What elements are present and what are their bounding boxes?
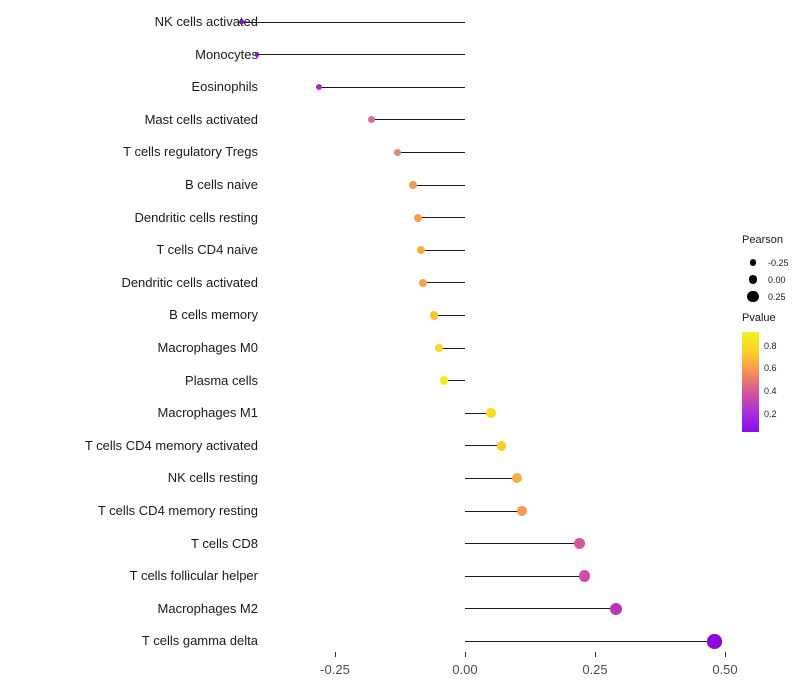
legend-size-label: 0.25 (768, 291, 786, 302)
category-label: T cells CD4 memory activated (84, 437, 258, 453)
category-label: Plasma cells (185, 372, 258, 388)
x-tick-label: 0.25 (582, 662, 608, 677)
lollipop-stem (465, 543, 580, 545)
category-label: Macrophages M2 (157, 600, 258, 616)
lollipop-dot (316, 84, 323, 91)
lollipop-dot (707, 634, 722, 649)
lollipop-dot (578, 570, 591, 582)
legend-pearson-items: -0.25 0.00 0.25 (742, 254, 789, 305)
lollipop-stem (418, 217, 465, 219)
lollipop-stem (439, 347, 465, 349)
lollipop-dot (573, 537, 586, 550)
category-label: Dendritic cells resting (134, 209, 258, 225)
category-label: Macrophages M0 (157, 340, 258, 355)
category-label: Monocytes (195, 46, 258, 62)
lollipop-stem (465, 412, 491, 414)
lollipop-stem (423, 282, 465, 284)
lollipop-stem (465, 477, 517, 479)
x-tick-mark (595, 652, 596, 657)
lollipop-dot (409, 181, 417, 189)
lollipop-dot (393, 148, 402, 157)
category-label: Dendritic cells activated (121, 274, 258, 290)
lollipop-stem (433, 314, 465, 316)
legend-dot-wrap (742, 275, 764, 284)
lollipop-stem (465, 575, 585, 577)
legend-dot-wrap (742, 290, 764, 303)
lollipop-dot (517, 505, 528, 517)
pvalue-gradient-wrap: 0.8 0.6 0.4 0.2 (742, 332, 777, 432)
x-tick-label: 0.00 (452, 662, 478, 677)
lollipop-dot (429, 311, 438, 320)
legend-size-label: -0.25 (768, 257, 789, 268)
lollipop-dot (416, 246, 425, 255)
lollipop-dot (511, 473, 523, 484)
legend-pearson: Pearson -0.25 0.00 0.25 (742, 234, 789, 305)
category-label: B cells naive (185, 177, 258, 192)
lollipop-dot (486, 408, 496, 418)
legend-dot-wrap (742, 259, 764, 266)
category-label: Mast cells activated (144, 111, 258, 127)
category-label: T cells follicular helper (129, 568, 258, 584)
legend-pvalue-tick: 0.2 (764, 408, 777, 419)
lollipop-dot (414, 213, 423, 222)
category-label: NK cells activated (154, 14, 258, 29)
lollipop-stem (371, 119, 465, 121)
lollipop-stem (319, 86, 465, 88)
lollipop-stem (241, 21, 465, 23)
x-tick-mark (465, 652, 466, 657)
lollipop-stem (444, 380, 465, 382)
legend-pvalue-title: Pvalue (742, 312, 776, 324)
category-label: B cells memory (169, 307, 258, 323)
category-label: T cells CD4 memory resting (97, 503, 258, 518)
x-tick-mark (725, 652, 726, 657)
lollipop-stem (413, 184, 465, 186)
legend-size-label: 0.00 (768, 274, 786, 285)
legend-pearson-title: Pearson (742, 234, 783, 246)
legend-pearson-item: 0.25 (742, 288, 789, 305)
lollipop-stem (465, 608, 616, 610)
lollipop-dot (609, 602, 622, 615)
legend-pvalue: Pvalue 0.8 0.6 0.4 0.2 (742, 312, 777, 432)
x-tick-label: 0.50 (712, 662, 738, 677)
category-label: T cells gamma delta (141, 633, 258, 649)
legend-pearson-item: 0.00 (742, 271, 789, 288)
legend-pvalue-tick: 0.6 (764, 363, 777, 374)
lollipop-stem (420, 249, 465, 251)
legend-pvalue-tick: 0.4 (764, 386, 777, 397)
category-label: T cells CD4 naive (156, 242, 258, 258)
pvalue-gradient-bar (742, 332, 759, 432)
category-label: NK cells resting (167, 470, 258, 486)
lollipop-stem (397, 151, 465, 153)
lollipop-stem (465, 510, 523, 512)
lollipop-dot (367, 116, 375, 124)
category-label: Macrophages M1 (157, 405, 258, 421)
legend-size-dot (747, 290, 759, 303)
x-tick-mark (335, 652, 336, 657)
category-label: Eosinophils (191, 79, 259, 95)
lollipop-dot (439, 376, 449, 385)
lollipop-dot (254, 52, 260, 57)
lollipop-stem (465, 445, 502, 447)
legend-pearson-item: -0.25 (742, 254, 789, 271)
lollipop-dot (239, 19, 244, 25)
category-label: T cells regulatory Tregs (123, 144, 258, 160)
legend-size-dot (748, 275, 758, 284)
lollipop-dot (419, 278, 428, 287)
category-label: T cells CD8 (191, 535, 258, 551)
x-tick-label: -0.25 (320, 662, 350, 677)
legend-size-dot (749, 259, 757, 266)
lollipop-dot (496, 440, 507, 451)
lollipop-stem (465, 640, 715, 642)
lollipop-stem (257, 54, 465, 56)
legend-pvalue-tick: 0.8 (764, 340, 777, 351)
lollipop-dot (434, 343, 444, 353)
